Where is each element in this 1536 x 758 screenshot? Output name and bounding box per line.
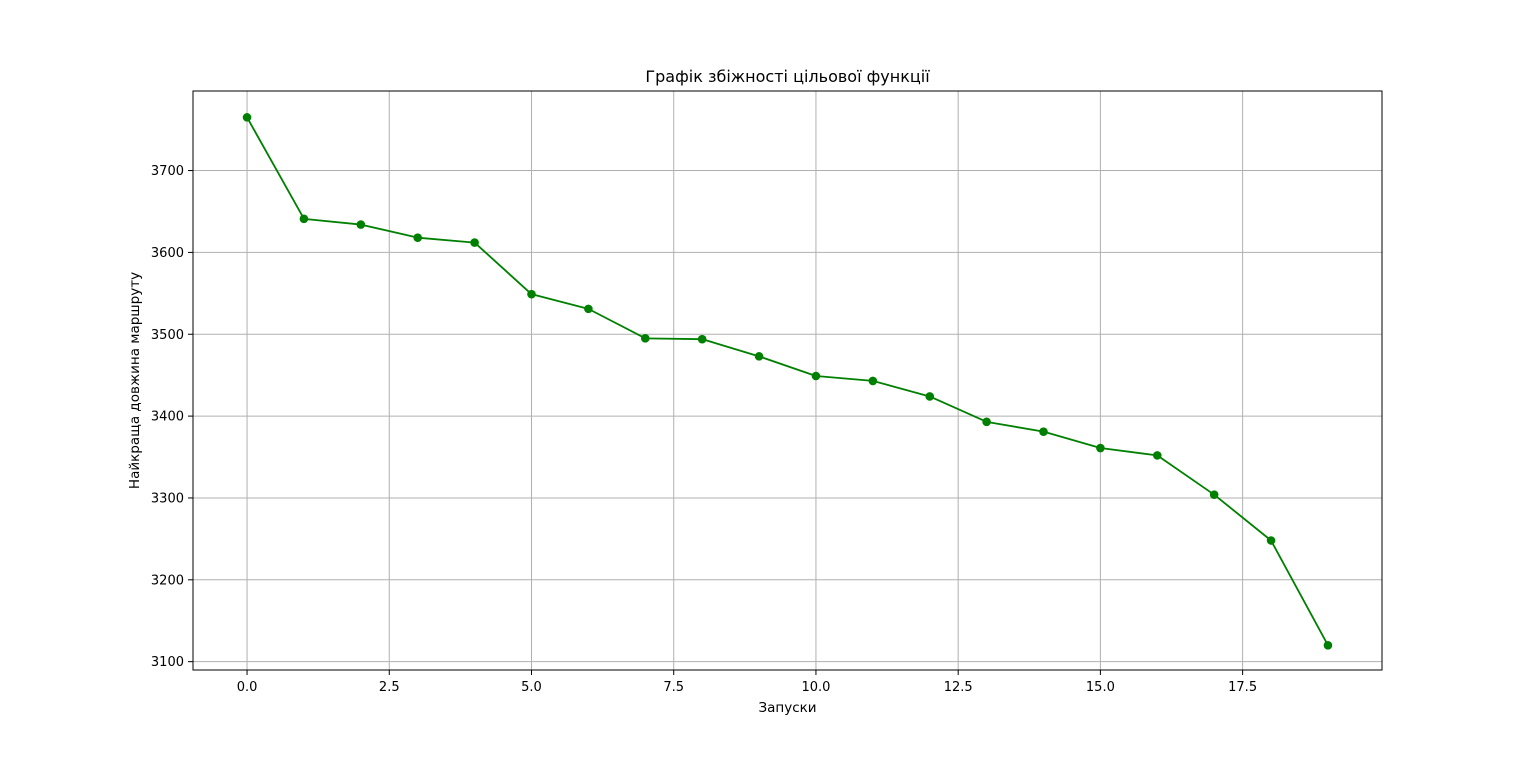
plot-frame: [192, 90, 1383, 671]
series-line: [246, 116, 1329, 646]
data-point: [640, 334, 650, 343]
data-point: [697, 334, 707, 344]
x-tick-label: 7.5: [663, 680, 684, 695]
series-layer: [242, 113, 1333, 650]
y-tick-label: 3300: [151, 491, 184, 506]
x-tick-label: 5.0: [521, 680, 542, 695]
x-tick-label: 12.5: [944, 680, 973, 695]
grid: [193, 91, 1382, 670]
data-point: [754, 352, 764, 361]
data-point: [413, 233, 423, 242]
data-point: [1096, 443, 1105, 453]
x-tick-label: 2.5: [379, 680, 400, 695]
data-point: [356, 220, 366, 229]
data-point: [470, 238, 479, 247]
data-point: [868, 376, 878, 386]
data-point: [527, 289, 536, 299]
data-point: [299, 214, 309, 224]
data-point: [1323, 640, 1333, 650]
data-point: [925, 392, 935, 401]
data-point: [1039, 427, 1048, 436]
data-point: [584, 304, 593, 314]
y-tick-label: 3200: [151, 573, 184, 588]
x-tick-label: 10.0: [801, 680, 830, 695]
y-axis-label: Найкраща довжина маршруту: [127, 272, 143, 489]
x-tick-label: 17.5: [1228, 680, 1257, 695]
data-point: [1266, 536, 1276, 545]
x-axis-label: Запуски: [758, 700, 816, 716]
y-tick-label: 3500: [151, 328, 184, 343]
y-tick-label: 3600: [151, 246, 184, 261]
x-tick-label: 15.0: [1086, 680, 1115, 695]
axis-ticks: 0.0 2.5 5.0 7.5 10.0 12.5 15.0 17.5 3100 3200 3300…: [151, 164, 1257, 695]
data-point: [811, 371, 821, 381]
data-point: [242, 113, 252, 122]
data-point: [1209, 490, 1219, 499]
y-tick-label: 3400: [151, 410, 184, 425]
x-tick-label: 0.0: [237, 680, 258, 695]
chart-title: Графік збіжності цільової функції: [645, 67, 930, 86]
y-tick-label: 3100: [151, 655, 184, 670]
y-tick-label: 3700: [151, 164, 184, 179]
data-point: [982, 417, 991, 427]
data-point: [1152, 451, 1162, 460]
